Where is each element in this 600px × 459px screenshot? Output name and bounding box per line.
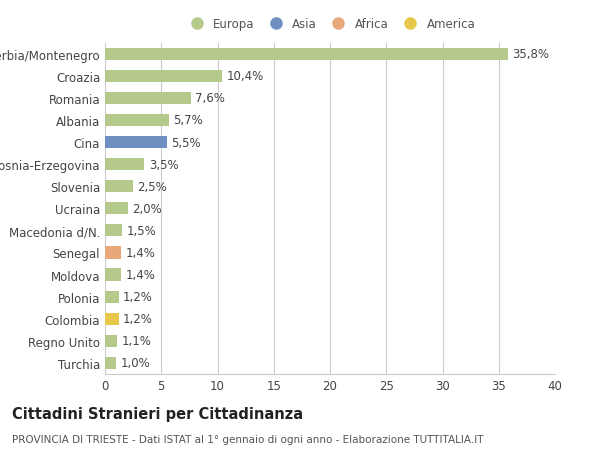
Bar <box>105 49 508 61</box>
Text: Cittadini Stranieri per Cittadinanza: Cittadini Stranieri per Cittadinanza <box>12 406 303 421</box>
Bar <box>105 247 121 259</box>
Bar <box>105 181 133 193</box>
Text: 1,2%: 1,2% <box>123 313 153 325</box>
Text: 1,2%: 1,2% <box>123 291 153 303</box>
Legend: Europa, Asia, Africa, America: Europa, Asia, Africa, America <box>185 18 475 31</box>
Bar <box>105 137 167 149</box>
Bar <box>105 225 122 237</box>
Bar <box>105 357 116 369</box>
Bar <box>105 313 119 325</box>
Text: 1,0%: 1,0% <box>121 357 151 369</box>
Text: 1,1%: 1,1% <box>122 335 152 347</box>
Text: 1,4%: 1,4% <box>125 269 155 281</box>
Text: 5,5%: 5,5% <box>172 136 201 149</box>
Text: 10,4%: 10,4% <box>227 70 264 83</box>
Text: 1,5%: 1,5% <box>127 224 156 237</box>
Bar <box>105 159 145 171</box>
Text: 7,6%: 7,6% <box>195 92 225 105</box>
Text: 2,5%: 2,5% <box>137 180 167 193</box>
Bar <box>105 71 222 83</box>
Text: 3,5%: 3,5% <box>149 158 179 171</box>
Text: PROVINCIA DI TRIESTE - Dati ISTAT al 1° gennaio di ogni anno - Elaborazione TUTT: PROVINCIA DI TRIESTE - Dati ISTAT al 1° … <box>12 434 484 444</box>
Bar <box>105 115 169 127</box>
Bar <box>105 335 118 347</box>
Bar <box>105 93 191 105</box>
Bar <box>105 203 128 215</box>
Bar <box>105 291 119 303</box>
Bar <box>105 269 121 281</box>
Text: 2,0%: 2,0% <box>132 202 162 215</box>
Text: 1,4%: 1,4% <box>125 246 155 259</box>
Text: 35,8%: 35,8% <box>512 48 549 61</box>
Text: 5,7%: 5,7% <box>173 114 203 127</box>
